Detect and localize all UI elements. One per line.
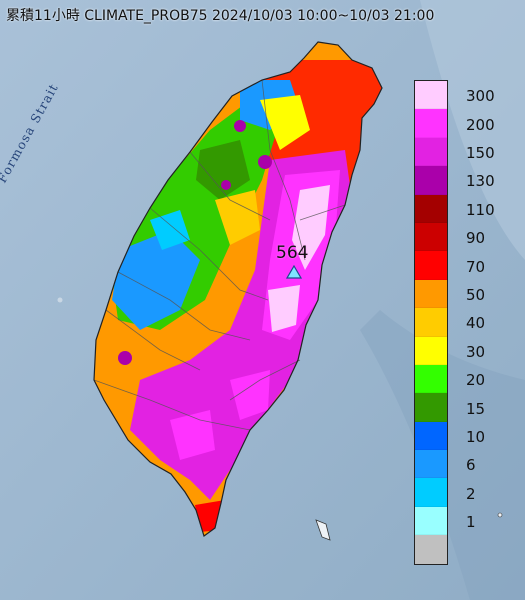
legend-tick-label: 70 — [466, 257, 486, 276]
triangle-marker-icon — [286, 265, 302, 279]
legend-swatch — [415, 279, 447, 309]
legend-tick-label: 20 — [466, 371, 486, 390]
legend-swatch — [415, 166, 447, 195]
legend-tick-label: 2 — [466, 484, 476, 503]
legend-swatch — [415, 364, 447, 394]
legend-tick-label: 90 — [466, 229, 486, 248]
legend-tick-label: 1 — [466, 513, 476, 532]
legend-swatch — [415, 450, 447, 479]
legend-tick-label: 40 — [466, 314, 486, 333]
legend-tick-label: 15 — [466, 399, 486, 418]
legend-swatch — [415, 109, 447, 138]
legend-tick-label: 300 — [466, 87, 495, 106]
legend-swatch — [415, 194, 447, 223]
legend-tick-label: 30 — [466, 342, 486, 361]
legend-swatch — [415, 478, 447, 507]
legend-swatch — [415, 251, 447, 280]
legend-tick-label: 150 — [466, 144, 495, 162]
legend-tick-label: 200 — [466, 115, 495, 134]
legend-tick-label: 10 — [466, 428, 486, 446]
legend-tick-label: 110 — [466, 200, 495, 219]
map-title: 累積11小時 CLIMATE_PROB75 2024/10/03 10:00~1… — [6, 8, 435, 24]
legend-swatch — [415, 222, 447, 252]
legend-swatch — [415, 393, 447, 422]
peak-rainfall-value: 564 — [276, 243, 309, 263]
legend-swatch — [415, 535, 447, 564]
legend-swatch — [415, 421, 447, 451]
legend-tick-label: 50 — [466, 286, 486, 304]
legend-swatch — [415, 137, 447, 167]
legend-tick-label: 6 — [466, 456, 476, 475]
legend-swatch — [415, 308, 447, 337]
legend-swatch — [415, 81, 447, 110]
rainfall-legend — [414, 80, 448, 565]
legend-swatch — [415, 506, 447, 536]
legend-swatch — [415, 336, 447, 365]
legend-tick-label: 130 — [466, 172, 495, 191]
